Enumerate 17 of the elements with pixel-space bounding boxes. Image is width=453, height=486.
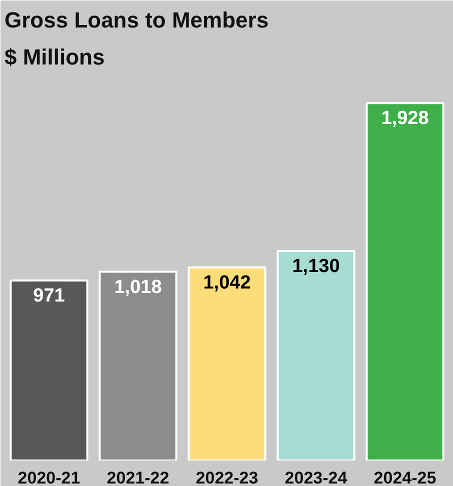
data-label: 1,130 [292,256,340,278]
data-label: 1,042 [203,272,251,294]
bar [98,270,178,460]
data-label: 1,018 [114,276,162,298]
bar [276,250,356,460]
x-tick-label: 2022-23 [196,468,258,486]
x-tick-label: 2024-25 [374,468,436,486]
x-tick-label: 2023-24 [284,468,348,486]
data-label: 971 [33,286,66,307]
x-tick-label: 2021-22 [106,468,170,486]
chart-subtitle: $ Millions [4,44,105,70]
bar [188,266,266,460]
bar [10,280,88,460]
data-label: 1,928 [381,108,429,130]
x-tick-label: 2020-21 [18,468,80,486]
bar [366,102,444,460]
chart-title: Gross Loans to Members [4,8,269,32]
